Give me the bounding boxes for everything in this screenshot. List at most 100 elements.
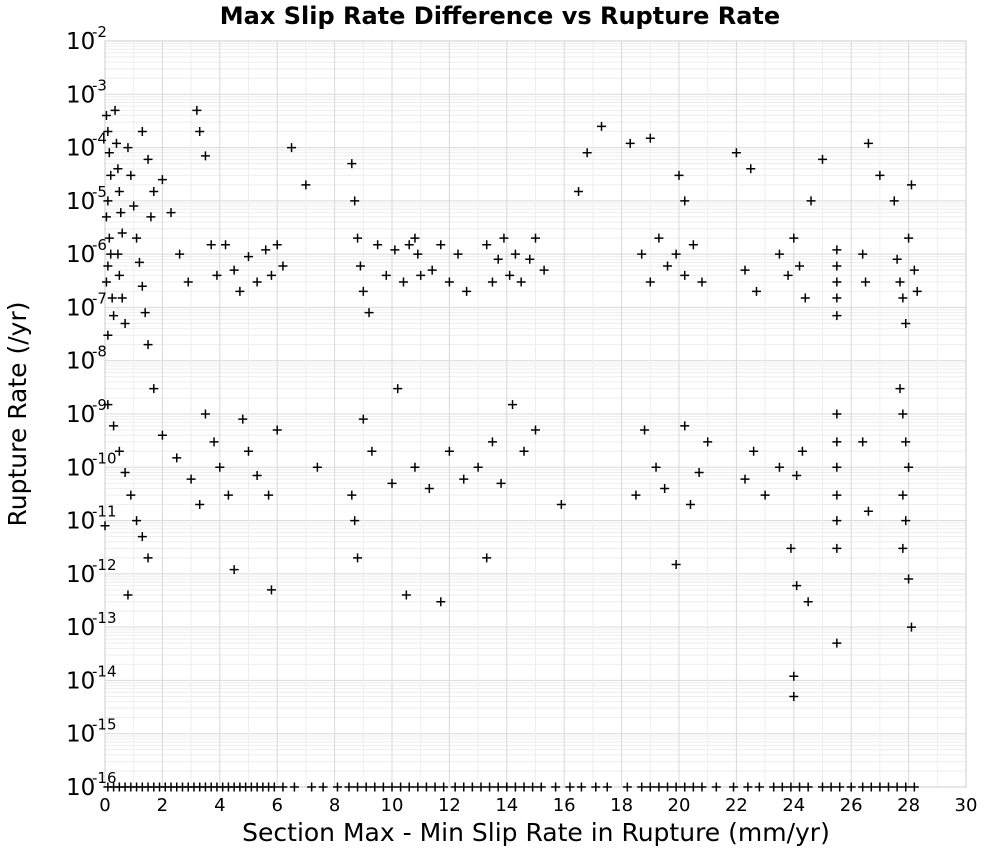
data-point [450, 782, 460, 792]
data-point [774, 249, 784, 259]
data-point [132, 516, 142, 526]
data-point [332, 782, 342, 792]
data-point [803, 782, 813, 792]
y-tick-label: 10-15 [66, 716, 117, 748]
data-point [496, 478, 506, 488]
y-tick-exponent: -13 [92, 609, 117, 627]
data-point [318, 782, 328, 792]
data-point [353, 233, 363, 243]
data-point [901, 782, 911, 792]
x-tick-label: 0 [99, 795, 110, 816]
data-point [123, 590, 133, 600]
data-point [353, 553, 363, 563]
data-point [103, 196, 113, 206]
x-tick-label: 22 [725, 795, 748, 816]
data-point [904, 233, 914, 243]
y-tick-base: 10 [66, 615, 95, 641]
y-tick-base: 10 [66, 136, 95, 162]
data-point [510, 782, 520, 792]
data-point [818, 154, 827, 164]
data-point [424, 483, 434, 493]
gridlines [104, 41, 967, 788]
data-point [200, 151, 210, 161]
data-point [416, 270, 426, 280]
data-point [797, 446, 807, 456]
x-tick-label: 30 [955, 795, 978, 816]
data-point [364, 308, 374, 318]
data-point [803, 597, 813, 607]
data-point [832, 245, 842, 255]
data-point [370, 782, 380, 792]
data-point [289, 782, 299, 792]
data-point [502, 782, 512, 792]
data-point [381, 270, 391, 280]
data-point [482, 240, 492, 250]
y-tick-label: 10-4 [66, 130, 107, 162]
data-point [398, 277, 408, 287]
data-point [654, 233, 664, 243]
data-point [113, 164, 123, 174]
data-point [396, 782, 406, 792]
data-point [832, 293, 842, 303]
data-point [863, 138, 873, 148]
data-point [430, 782, 440, 792]
data-point [685, 500, 695, 510]
x-tick-label: 28 [897, 795, 920, 816]
data-point [792, 471, 802, 481]
y-tick-base: 10 [66, 29, 95, 55]
data-point [519, 446, 529, 456]
y-tick-label: 10-6 [66, 236, 107, 268]
data-point [906, 622, 916, 632]
data-point [731, 148, 741, 158]
data-point [367, 446, 377, 456]
data-point [462, 286, 472, 296]
data-point [101, 212, 111, 222]
data-point [895, 384, 905, 394]
data-point [574, 186, 584, 196]
y-tick-label: 10-3 [66, 76, 107, 108]
data-point [212, 270, 222, 280]
data-point [195, 500, 205, 510]
y-tick-label: 10-11 [66, 503, 117, 535]
y-tick-exponent: -4 [92, 130, 107, 148]
data-point [307, 782, 317, 792]
data-point [278, 261, 288, 271]
data-point [795, 782, 805, 792]
data-point [671, 249, 681, 259]
data-point [597, 121, 607, 131]
data-point [760, 490, 770, 500]
data-point [832, 490, 842, 500]
data-point [786, 782, 796, 792]
data-point [261, 245, 271, 255]
data-point [117, 293, 127, 303]
y-tick-label: 10-5 [66, 183, 107, 215]
data-point [266, 270, 276, 280]
data-point [467, 782, 477, 792]
data-point [110, 105, 120, 115]
data-point [252, 471, 262, 481]
y-tick-exponent: -14 [92, 662, 117, 680]
data-point [875, 170, 885, 180]
chart-title: Max Slip Rate Difference vs Rupture Rate [220, 2, 780, 30]
y-tick-base: 10 [66, 349, 95, 375]
data-point [206, 240, 216, 250]
data-point [101, 277, 111, 287]
data-point [146, 212, 156, 222]
data-point [117, 228, 127, 238]
data-point [909, 782, 919, 792]
data-point [909, 265, 919, 275]
data-point [137, 281, 147, 291]
data-point [350, 196, 360, 206]
x-tick-label: 8 [329, 795, 340, 816]
data-point [789, 233, 799, 243]
y-tick-base: 10 [66, 242, 95, 268]
data-point [229, 265, 239, 275]
y-tick-base: 10 [66, 562, 95, 588]
data-point [858, 249, 868, 259]
y-tick-exponent: -7 [92, 289, 107, 307]
x-tick-label: 18 [610, 795, 633, 816]
y-tick-base: 10 [66, 82, 95, 108]
data-point [157, 430, 167, 440]
data-point [120, 318, 130, 328]
data-point [743, 782, 753, 792]
